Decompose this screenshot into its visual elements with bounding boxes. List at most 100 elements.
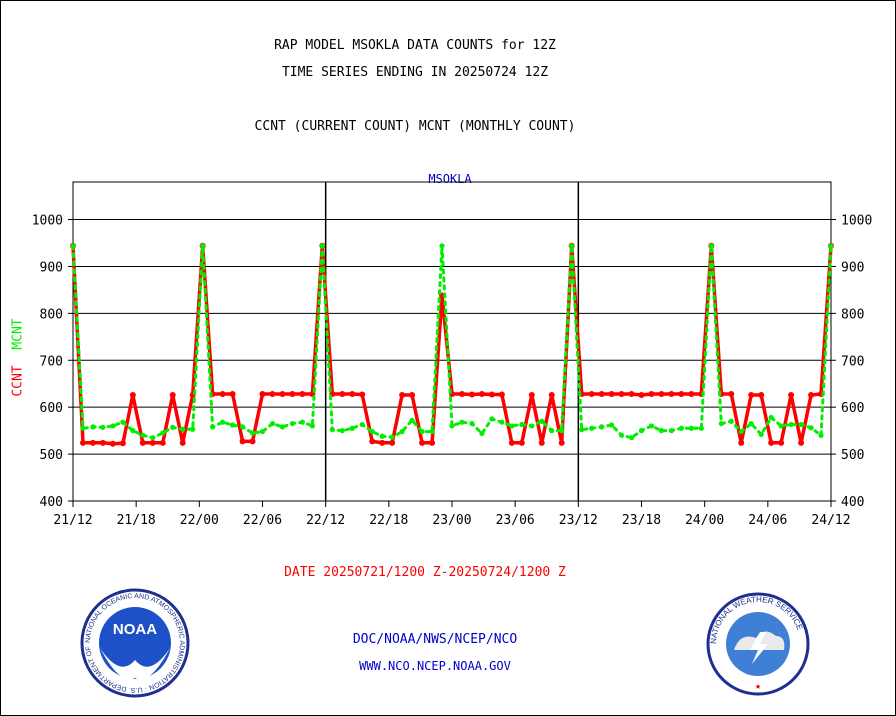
data-point-ccnt — [518, 439, 525, 446]
data-point-ccnt — [299, 391, 306, 398]
data-point-ccnt — [728, 391, 735, 398]
data-point-ccnt — [169, 391, 176, 398]
data-point-ccnt — [359, 391, 366, 398]
data-point-mcnt — [319, 243, 325, 249]
data-point-ccnt — [598, 391, 605, 398]
data-point-mcnt — [469, 420, 475, 427]
data-point-mcnt — [658, 428, 665, 434]
data-point-ccnt — [409, 391, 416, 398]
data-point-ccnt — [389, 439, 396, 446]
data-point-ccnt — [159, 439, 166, 446]
x-tick-label: 23/12 — [559, 513, 598, 528]
noaa-logo-text: NOAA — [113, 621, 157, 638]
data-point-ccnt — [468, 391, 475, 398]
data-point-mcnt — [389, 434, 395, 440]
x-tick-label: 22/12 — [306, 513, 345, 528]
y-tick-label-right: 700 — [841, 354, 864, 369]
data-point-ccnt — [429, 439, 436, 446]
data-point-ccnt — [558, 439, 565, 446]
noaa-logo: NATIONAL OCEANIC AND ATMOSPHERIC ADMINIS… — [80, 588, 190, 698]
data-point-mcnt — [499, 419, 505, 425]
data-point-mcnt — [200, 243, 206, 249]
data-point-mcnt — [798, 421, 804, 428]
date-range: DATE 20250721/1200 Z-20250724/1200 Z — [284, 565, 566, 580]
data-point-ccnt — [618, 391, 625, 398]
data-point-ccnt — [379, 439, 386, 446]
y-tick-label-left: 800 — [40, 307, 63, 322]
data-point-mcnt — [259, 428, 266, 435]
data-point-ccnt — [79, 439, 86, 446]
data-point-mcnt — [718, 420, 724, 427]
data-point-mcnt — [569, 243, 575, 249]
data-point-mcnt — [529, 423, 535, 429]
data-point-mcnt — [439, 243, 445, 249]
data-point-ccnt — [249, 438, 256, 445]
y-tick-label-left: 600 — [40, 401, 63, 416]
data-point-ccnt — [778, 439, 785, 446]
data-point-mcnt — [299, 419, 305, 425]
data-point-mcnt — [539, 418, 545, 424]
data-point-mcnt — [70, 243, 76, 249]
data-point-mcnt — [589, 425, 595, 431]
y-tick-label-right: 1000 — [841, 214, 872, 229]
data-point-ccnt — [738, 439, 745, 446]
data-point-ccnt — [239, 438, 246, 445]
data-point-mcnt — [309, 423, 315, 429]
y-tick-label-right: 900 — [841, 260, 864, 275]
data-point-mcnt — [708, 243, 714, 249]
data-point-ccnt — [538, 439, 545, 446]
data-point-mcnt — [519, 421, 525, 428]
x-tick-label: 24/12 — [811, 513, 850, 528]
x-tick-label: 24/00 — [685, 513, 724, 528]
data-point-mcnt — [160, 430, 166, 436]
data-point-mcnt — [618, 432, 625, 438]
data-point-mcnt — [599, 424, 605, 430]
data-point-mcnt — [220, 419, 226, 425]
data-point-mcnt — [828, 243, 834, 249]
data-point-ccnt — [648, 391, 655, 398]
data-point-ccnt — [498, 391, 505, 398]
x-tick-label: 22/00 — [180, 513, 219, 528]
y-tick-label-right: 600 — [841, 401, 864, 416]
data-point-mcnt — [698, 425, 704, 431]
data-point-ccnt — [668, 391, 675, 398]
y-tick-label-right: 500 — [841, 448, 864, 463]
data-point-ccnt — [808, 391, 815, 398]
x-tick-label: 23/18 — [622, 513, 661, 528]
data-point-ccnt — [269, 391, 276, 398]
data-point-mcnt — [140, 432, 146, 438]
data-point-mcnt — [419, 428, 425, 435]
data-point-ccnt — [548, 391, 555, 398]
data-point-mcnt — [399, 428, 405, 435]
data-point-mcnt — [668, 428, 675, 434]
data-point-mcnt — [239, 424, 246, 430]
x-tick-label: 22/06 — [243, 513, 282, 528]
data-point-ccnt — [89, 439, 96, 446]
data-point-ccnt — [508, 439, 515, 446]
data-point-mcnt — [748, 420, 754, 427]
data-point-mcnt — [180, 426, 186, 432]
y-tick-label-left: 400 — [40, 495, 63, 510]
data-point-mcnt — [758, 431, 764, 437]
data-point-ccnt — [688, 391, 695, 398]
x-tick-label: 21/12 — [53, 513, 92, 528]
data-point-mcnt — [549, 428, 555, 434]
data-point-mcnt — [608, 422, 615, 428]
data-point-ccnt — [678, 391, 685, 398]
data-point-mcnt — [190, 426, 196, 432]
data-point-mcnt — [688, 425, 694, 431]
data-point-mcnt — [788, 421, 794, 428]
y-tick-label-right: 800 — [841, 307, 864, 322]
data-point-ccnt — [339, 391, 346, 398]
data-point-ccnt — [399, 391, 406, 398]
title-line-1: RAP MODEL MSOKLA DATA COUNTS for 12Z — [274, 38, 556, 53]
data-point-ccnt — [289, 391, 296, 398]
data-point-mcnt — [778, 423, 784, 429]
data-point-mcnt — [808, 425, 814, 431]
data-point-mcnt — [110, 423, 116, 429]
data-point-mcnt — [329, 427, 335, 433]
data-point-ccnt — [758, 391, 765, 398]
data-point-mcnt — [509, 423, 515, 429]
data-point-mcnt — [269, 420, 276, 427]
data-point-mcnt — [579, 427, 585, 433]
